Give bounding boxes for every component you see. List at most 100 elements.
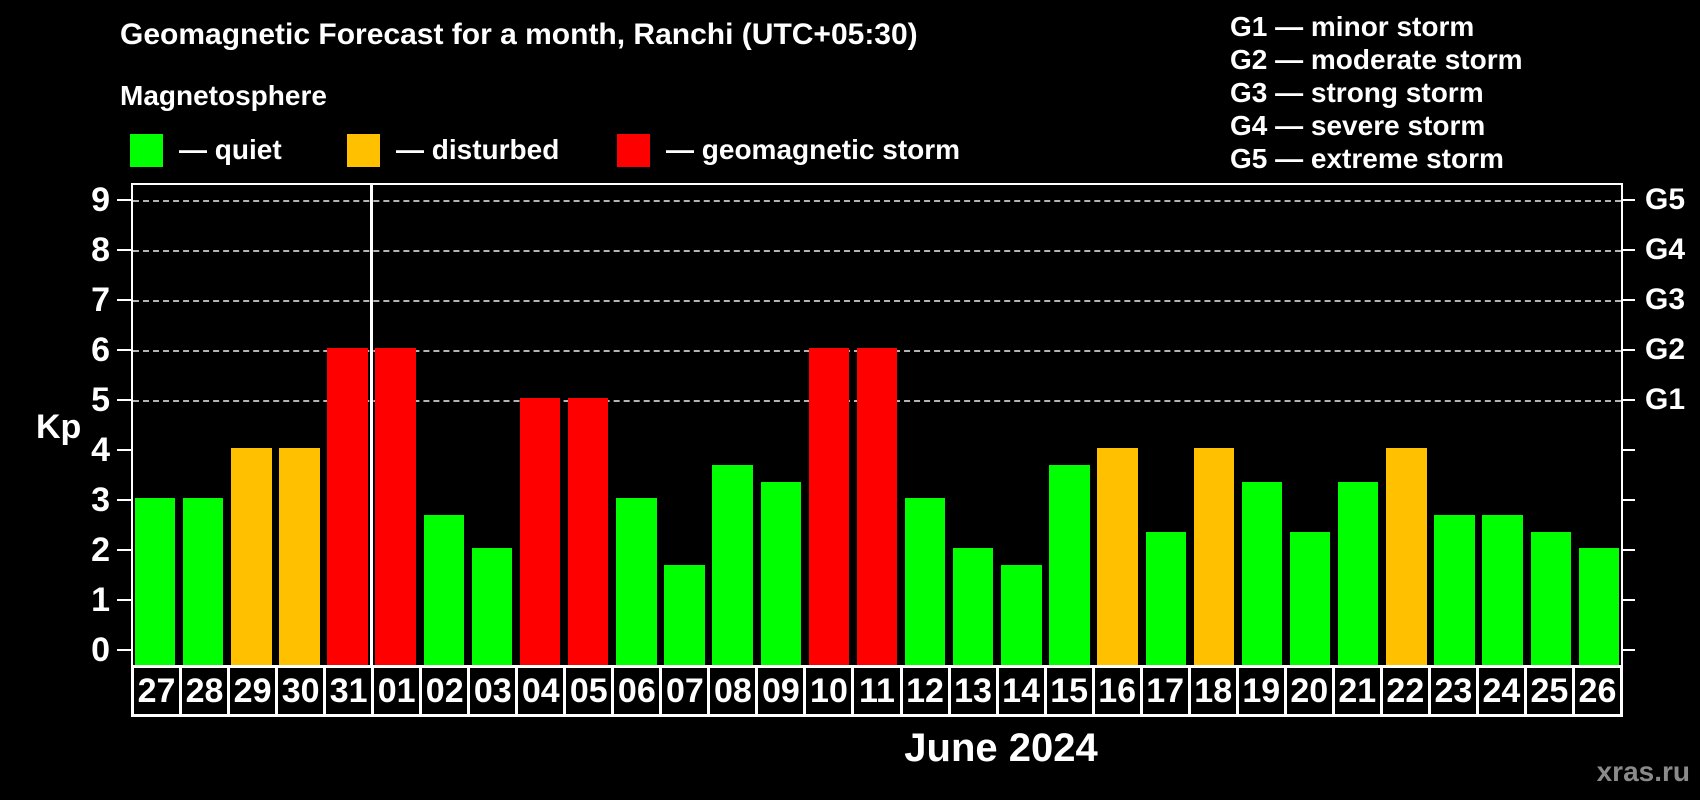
y-tick bbox=[1621, 449, 1635, 451]
bar-day-06 bbox=[616, 498, 657, 665]
y-tick-label: 0 bbox=[91, 631, 110, 669]
bar-day-28 bbox=[182, 498, 224, 665]
plot-area bbox=[131, 183, 1623, 667]
y-tick bbox=[117, 199, 131, 201]
y-tick bbox=[1621, 349, 1635, 351]
bar-day-27 bbox=[134, 498, 176, 665]
y-tick bbox=[117, 349, 131, 351]
y-tick bbox=[1621, 499, 1635, 501]
storm-swatch-icon bbox=[617, 133, 650, 167]
y-tick bbox=[1621, 549, 1635, 551]
bar-day-01 bbox=[375, 348, 416, 665]
bar-day-29 bbox=[231, 448, 272, 665]
g-legend-line: G3 — strong storm bbox=[1230, 77, 1484, 108]
y-axis-title: Kp bbox=[36, 408, 82, 446]
gridline-kp9 bbox=[133, 200, 1621, 202]
y-tick bbox=[117, 499, 131, 501]
date-cell-14: 14 bbox=[995, 665, 1047, 717]
y-tick bbox=[117, 649, 131, 651]
bar-day-08 bbox=[712, 464, 753, 665]
y-tick-label: 7 bbox=[91, 281, 110, 319]
y-tick bbox=[117, 549, 131, 551]
bar-day-12 bbox=[904, 498, 946, 665]
date-cell-07: 07 bbox=[659, 665, 711, 717]
date-cell-01: 01 bbox=[371, 665, 423, 717]
bar-day-09 bbox=[760, 481, 801, 665]
date-cell-13: 13 bbox=[947, 665, 999, 717]
date-cell-22: 22 bbox=[1379, 665, 1431, 717]
bar-day-26 bbox=[1578, 548, 1620, 665]
bar-day-10 bbox=[808, 348, 850, 665]
g-axis-label: G2 bbox=[1645, 333, 1686, 366]
date-cell-27: 27 bbox=[131, 665, 183, 717]
date-cell-15: 15 bbox=[1043, 665, 1095, 717]
date-cell-29: 29 bbox=[227, 665, 279, 717]
y-tick bbox=[1621, 249, 1635, 251]
bar-day-03 bbox=[471, 548, 513, 665]
date-cell-04: 04 bbox=[515, 665, 567, 717]
y-tick bbox=[1621, 299, 1635, 301]
bar-day-05 bbox=[568, 398, 609, 665]
watermark-xras: xras.ru bbox=[1596, 756, 1690, 787]
date-cell-05: 05 bbox=[563, 665, 615, 717]
bar-day-13 bbox=[953, 548, 994, 665]
y-tick bbox=[117, 249, 131, 251]
gridline-kp7 bbox=[133, 300, 1621, 302]
date-cell-30: 30 bbox=[275, 665, 327, 717]
date-cell-08: 08 bbox=[707, 665, 759, 717]
date-cell-16: 16 bbox=[1091, 665, 1143, 717]
y-tick bbox=[1621, 649, 1635, 651]
date-cell-23: 23 bbox=[1427, 665, 1479, 717]
gridline-kp8 bbox=[133, 250, 1621, 252]
g-legend-line: G2 — moderate storm bbox=[1230, 44, 1523, 75]
bar-day-25 bbox=[1530, 531, 1571, 665]
g-legend-line: G5 — extreme storm bbox=[1230, 143, 1504, 174]
x-axis-date-row: 27 28 29 30 31 01 02 03 04 05 06 07 08 09 10 11 12 13 14 15… bbox=[131, 665, 1623, 717]
legend-item-label: — geomagnetic storm bbox=[666, 134, 961, 165]
bar-day-24 bbox=[1482, 514, 1523, 665]
legend-item-disturbed: — disturbed bbox=[347, 132, 559, 168]
date-cell-20: 20 bbox=[1283, 665, 1335, 717]
month-divider bbox=[370, 185, 374, 665]
g-scale-legend: G1 — minor storm G2 — moderate storm G3 — … bbox=[1230, 10, 1523, 175]
legend-item-label: — disturbed bbox=[396, 134, 560, 165]
y-tick-label: 8 bbox=[91, 231, 110, 269]
date-cell-26: 26 bbox=[1571, 665, 1623, 717]
bar-day-17 bbox=[1145, 531, 1186, 665]
date-cell-28: 28 bbox=[179, 665, 231, 717]
bar-day-21 bbox=[1338, 481, 1379, 665]
y-tick bbox=[117, 599, 131, 601]
legend-item-label: — quiet bbox=[179, 134, 282, 165]
y-tick-label: 6 bbox=[91, 331, 110, 369]
bar-day-07 bbox=[664, 564, 705, 665]
page-title: Geomagnetic Forecast for a month, Ranchi… bbox=[120, 18, 918, 51]
date-cell-19: 19 bbox=[1235, 665, 1287, 717]
date-cell-10: 10 bbox=[803, 665, 855, 717]
g-axis-label: G1 bbox=[1645, 383, 1686, 416]
bar-day-18 bbox=[1193, 448, 1235, 665]
bar-day-31 bbox=[327, 348, 368, 665]
g-legend-line: G1 — minor storm bbox=[1230, 11, 1475, 42]
date-cell-02: 02 bbox=[419, 665, 471, 717]
date-cell-21: 21 bbox=[1331, 665, 1383, 717]
date-cell-03: 03 bbox=[467, 665, 519, 717]
date-cell-12: 12 bbox=[899, 665, 951, 717]
legend-item-storm: — geomagnetic storm bbox=[617, 132, 960, 168]
bar-day-16 bbox=[1097, 448, 1138, 665]
y-tick bbox=[1621, 399, 1635, 401]
quiet-swatch-icon bbox=[130, 133, 163, 167]
y-tick-label: 1 bbox=[91, 581, 110, 619]
date-cell-11: 11 bbox=[851, 665, 903, 717]
bar-day-14 bbox=[1001, 564, 1042, 665]
x-axis-month-label: June 2024 bbox=[904, 726, 1098, 770]
g-axis-label: G5 bbox=[1645, 183, 1686, 216]
date-cell-06: 06 bbox=[611, 665, 663, 717]
y-tick-label: 3 bbox=[91, 481, 110, 519]
disturbed-swatch-icon bbox=[347, 133, 380, 167]
y-tick-label: 9 bbox=[91, 181, 110, 219]
date-cell-24: 24 bbox=[1475, 665, 1527, 717]
date-cell-17: 17 bbox=[1139, 665, 1191, 717]
bar-day-02 bbox=[423, 514, 465, 665]
bar-day-22 bbox=[1386, 448, 1427, 665]
bar-day-11 bbox=[856, 348, 898, 665]
